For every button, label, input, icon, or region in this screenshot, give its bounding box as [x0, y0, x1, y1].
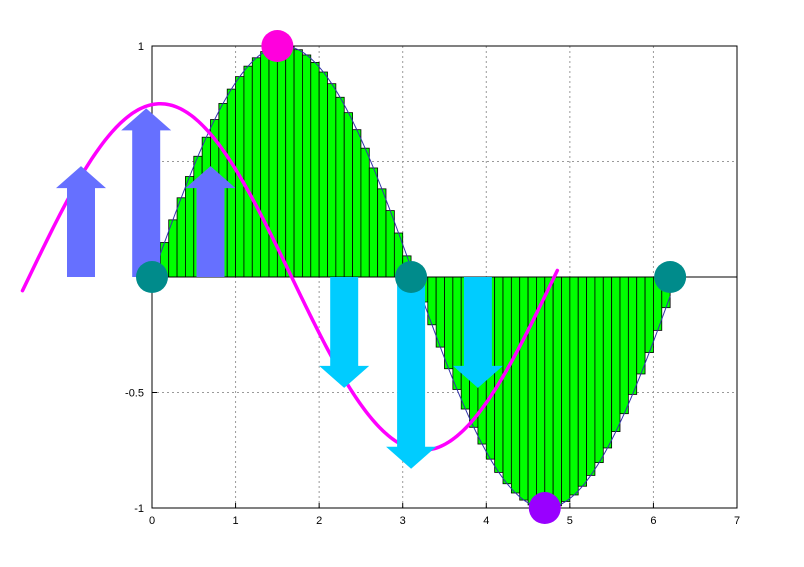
x-tick-label: 3 [400, 515, 406, 527]
bar [385, 210, 395, 278]
bar [494, 276, 504, 473]
bar [302, 54, 312, 278]
bar [276, 45, 287, 278]
up-arrow [185, 166, 236, 277]
bar [602, 276, 613, 449]
down-arrow [386, 277, 437, 469]
bar [377, 188, 387, 278]
bar [251, 57, 262, 278]
bar [502, 276, 512, 485]
bar [552, 276, 562, 507]
x-tick-label: 1 [233, 515, 239, 527]
bar [594, 276, 604, 464]
arrows [56, 108, 503, 469]
bar [310, 62, 320, 278]
x-tick-label: 2 [316, 515, 322, 527]
bar [619, 276, 629, 415]
bar [327, 83, 337, 278]
bar [544, 276, 554, 509]
bar [185, 176, 195, 278]
y-tick-label: 1 [138, 41, 144, 53]
bar [561, 276, 571, 502]
marker-peak [261, 30, 294, 62]
x-tick-label: 5 [567, 515, 573, 527]
bar [318, 71, 328, 278]
y-tick-label: -0.5 [125, 388, 144, 400]
bar [527, 276, 537, 506]
bar [176, 197, 186, 278]
marker-zero-middle [395, 261, 428, 293]
bar [285, 46, 295, 278]
curve-line [20, 101, 560, 452]
curve-series [20, 101, 560, 452]
bar [435, 276, 445, 348]
up-arrow [56, 166, 106, 277]
bar [577, 276, 587, 487]
bar [569, 276, 579, 496]
bar [352, 129, 362, 278]
bar [636, 276, 646, 375]
bar [343, 112, 353, 278]
x-tick-label: 0 [149, 515, 155, 527]
down-arrow [452, 277, 503, 388]
markers [136, 30, 687, 524]
x-tick-label: 6 [650, 515, 656, 527]
bar [243, 65, 253, 278]
bar [611, 276, 621, 432]
x-tick-label: 4 [483, 515, 489, 527]
bar [360, 147, 370, 278]
bar [452, 276, 462, 390]
up-arrow [121, 108, 172, 278]
tick-labels: 0 1 2 3 4 5 6 7 -1 -0.5 1 [125, 41, 740, 527]
y-tick-label: -1 [134, 503, 144, 515]
down-arrow [319, 277, 370, 388]
bar [293, 49, 303, 278]
bar [444, 276, 454, 370]
bar [260, 51, 270, 278]
bar [627, 276, 638, 395]
marker-zero-start [136, 261, 168, 293]
bar [510, 276, 521, 494]
bar [586, 276, 596, 476]
bar [644, 276, 654, 353]
bar [519, 276, 529, 501]
marker-zero-end [654, 261, 687, 293]
bar [335, 96, 345, 278]
x-tick-label: 7 [734, 515, 740, 527]
marker-trough [528, 492, 561, 524]
bar [368, 167, 379, 278]
